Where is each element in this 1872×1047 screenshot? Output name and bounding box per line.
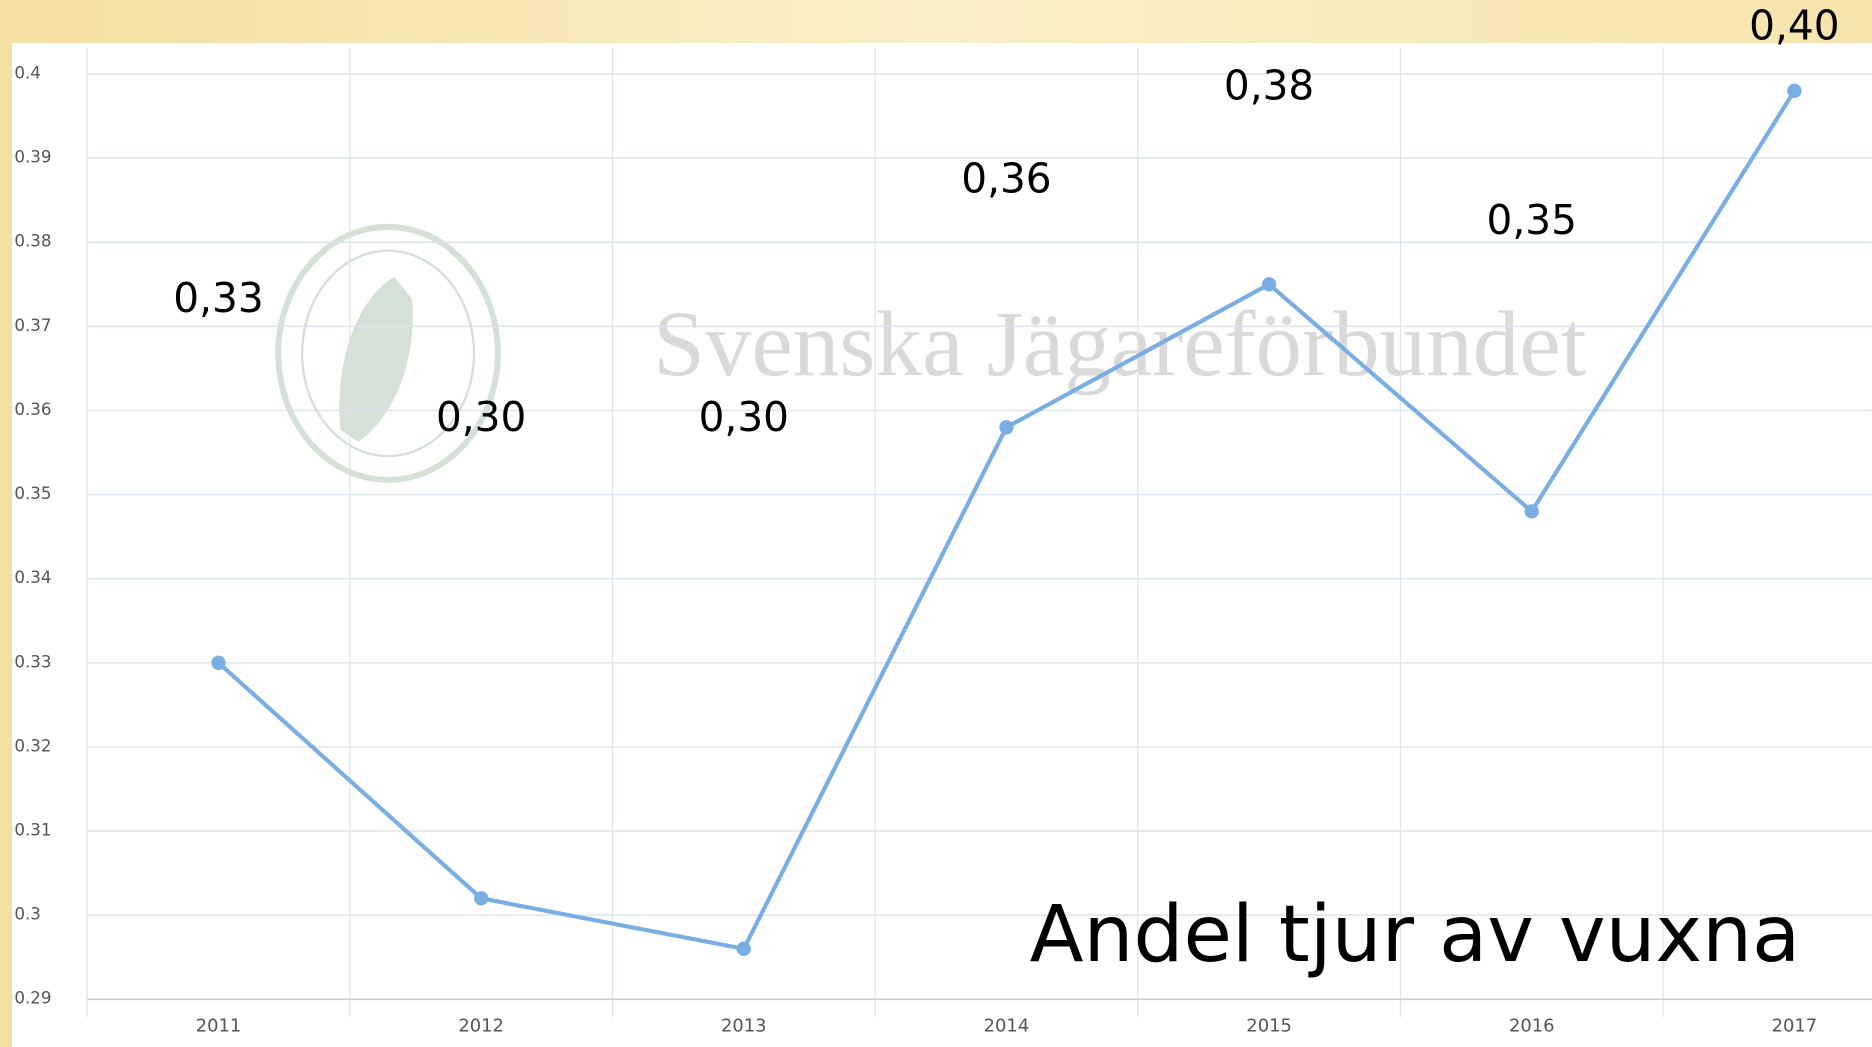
logo xyxy=(275,223,501,483)
value-label: 0,38 xyxy=(1224,61,1314,109)
value-label: 0,40 xyxy=(1749,2,1839,50)
x-tick-label: 2011 xyxy=(196,1016,242,1037)
y-tick-label: 0.3 xyxy=(14,904,41,924)
x-tick-label: 2013 xyxy=(721,1016,767,1037)
y-tick-label: 0.34 xyxy=(14,567,51,587)
chart-title: Andel tjur av vuxna xyxy=(1030,888,1801,980)
watermark: Svenska Jägareförbundet xyxy=(653,293,1586,396)
point xyxy=(1787,83,1802,99)
value-label: 0,35 xyxy=(1487,196,1577,244)
y-tick-label: 0.36 xyxy=(14,399,51,419)
y-tick-label: 0.39 xyxy=(14,147,51,167)
x-tick-label: 2017 xyxy=(1772,1016,1818,1037)
plot-background xyxy=(11,42,1872,1047)
point xyxy=(211,655,226,670)
x-tick-label: 2016 xyxy=(1509,1016,1555,1037)
y-tick-label: 0.4 xyxy=(14,63,41,83)
value-label: 0,30 xyxy=(699,393,789,441)
value-label: 0,30 xyxy=(436,393,526,441)
point xyxy=(1261,277,1277,292)
value-label: 0,33 xyxy=(173,274,263,322)
point xyxy=(1524,504,1539,519)
x-tick-label: 2015 xyxy=(1246,1016,1292,1037)
point xyxy=(999,420,1014,435)
y-tick-label: 0.29 xyxy=(14,988,51,1008)
y-tick-label: 0.38 xyxy=(14,231,51,251)
value-label: 0,36 xyxy=(961,154,1051,202)
y-tick-label: 0.31 xyxy=(14,820,51,840)
point xyxy=(473,891,489,906)
x-tick-label: 2012 xyxy=(458,1016,504,1037)
y-tick-label: 0.35 xyxy=(14,483,51,503)
y-tick-label: 0.32 xyxy=(14,735,51,755)
y-tick-label: 0.37 xyxy=(14,315,51,335)
point xyxy=(736,941,751,956)
y-tick-label: 0.33 xyxy=(14,651,51,671)
x-tick-label: 2014 xyxy=(984,1016,1030,1037)
